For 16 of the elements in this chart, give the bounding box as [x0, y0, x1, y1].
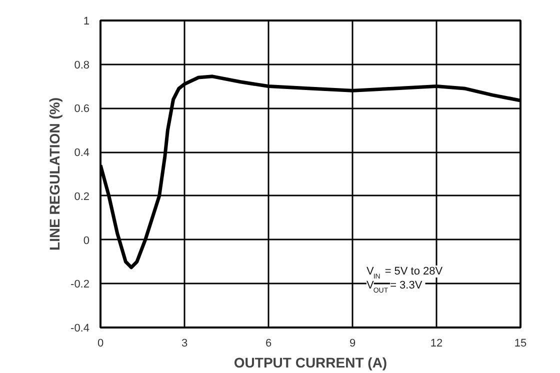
- y-tick-label: 0.4: [74, 147, 90, 160]
- y-tick-label: -0.4: [70, 322, 90, 334]
- x-tick-label: 15: [514, 338, 527, 350]
- y-tick-label: 0.2: [74, 190, 90, 203]
- x-axis-title: OUTPUT CURRENT (A): [234, 354, 388, 370]
- x-tick-label: 3: [181, 338, 188, 350]
- x-tick-label: 0: [97, 338, 104, 350]
- x-tick-label: 6: [265, 338, 272, 350]
- y-tick-label: -0.2: [70, 278, 90, 291]
- y-axis-title: LINE REGULATION (%): [46, 98, 63, 250]
- y-tick-label: 0: [83, 234, 90, 247]
- x-tick-label: 12: [430, 338, 443, 350]
- y-tick-label: 1: [83, 16, 90, 28]
- y-tick-label: 0.6: [74, 103, 90, 116]
- x-tick-label: 9: [349, 338, 356, 350]
- y-tick-label: 0.8: [74, 59, 90, 72]
